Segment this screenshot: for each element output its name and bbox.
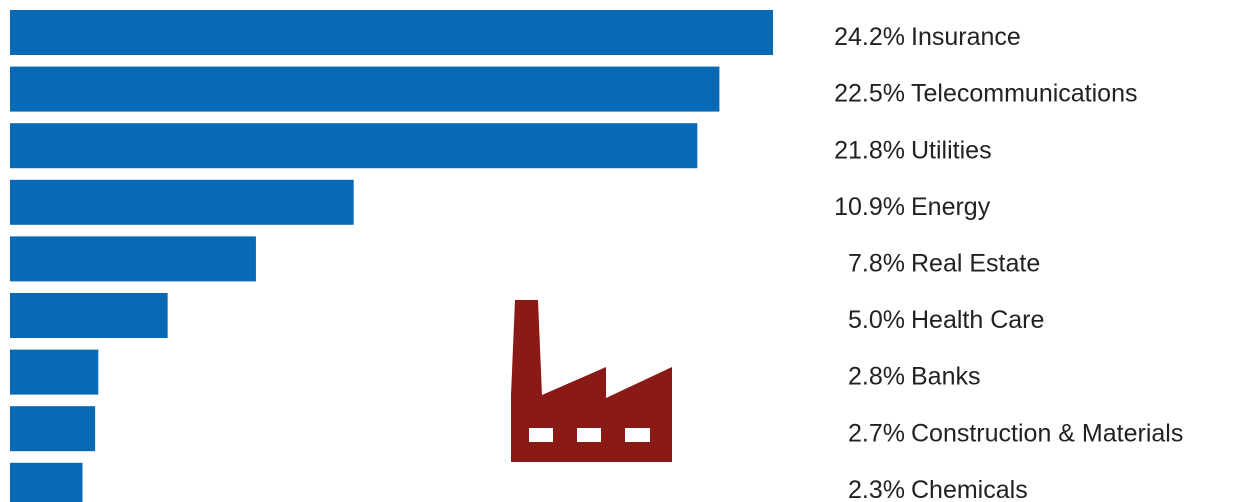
- bar: [10, 123, 698, 169]
- category-label: Construction & Materials: [911, 419, 1183, 447]
- value-label: 10.9%: [834, 193, 905, 221]
- bar: [10, 293, 168, 338]
- category-label: Energy: [911, 193, 991, 221]
- bar: [10, 462, 83, 502]
- bar: [10, 179, 354, 225]
- factory-window: [529, 428, 553, 442]
- bar: [10, 66, 720, 112]
- category-label: Banks: [911, 363, 980, 391]
- value-label: 22.5%: [834, 80, 905, 108]
- value-label: 2.7%: [848, 419, 905, 447]
- bar: [10, 349, 99, 395]
- factory-window: [625, 428, 650, 442]
- category-label: Telecommunications: [911, 80, 1138, 108]
- bar: [10, 236, 256, 282]
- value-label: 21.8%: [834, 136, 905, 164]
- category-label: Insurance: [911, 23, 1021, 51]
- value-label: 7.8%: [848, 250, 905, 278]
- bar: [10, 406, 96, 452]
- category-label: Chemicals: [911, 476, 1028, 502]
- factory-shape: [511, 300, 672, 462]
- category-label: Utilities: [911, 136, 992, 164]
- bar: [10, 10, 773, 55]
- value-label: 2.8%: [848, 363, 905, 391]
- value-label: 2.3%: [848, 476, 905, 502]
- category-label: Health Care: [911, 306, 1044, 334]
- category-label: Real Estate: [911, 250, 1040, 278]
- value-label: 24.2%: [834, 23, 905, 51]
- factory-window: [577, 428, 601, 442]
- factory-icon: [511, 300, 672, 462]
- value-label: 5.0%: [848, 306, 905, 334]
